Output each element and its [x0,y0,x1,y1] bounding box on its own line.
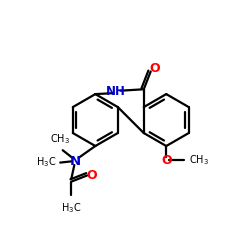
Text: CH$_3$: CH$_3$ [188,154,208,167]
Text: NH: NH [106,86,126,98]
Text: O: O [161,154,172,167]
Text: H$_3$C: H$_3$C [61,202,82,215]
Text: CH$_3$: CH$_3$ [50,132,70,146]
Text: H$_3$C: H$_3$C [36,156,57,170]
Text: N: N [70,155,80,168]
Text: O: O [87,169,98,182]
Text: O: O [150,62,160,75]
